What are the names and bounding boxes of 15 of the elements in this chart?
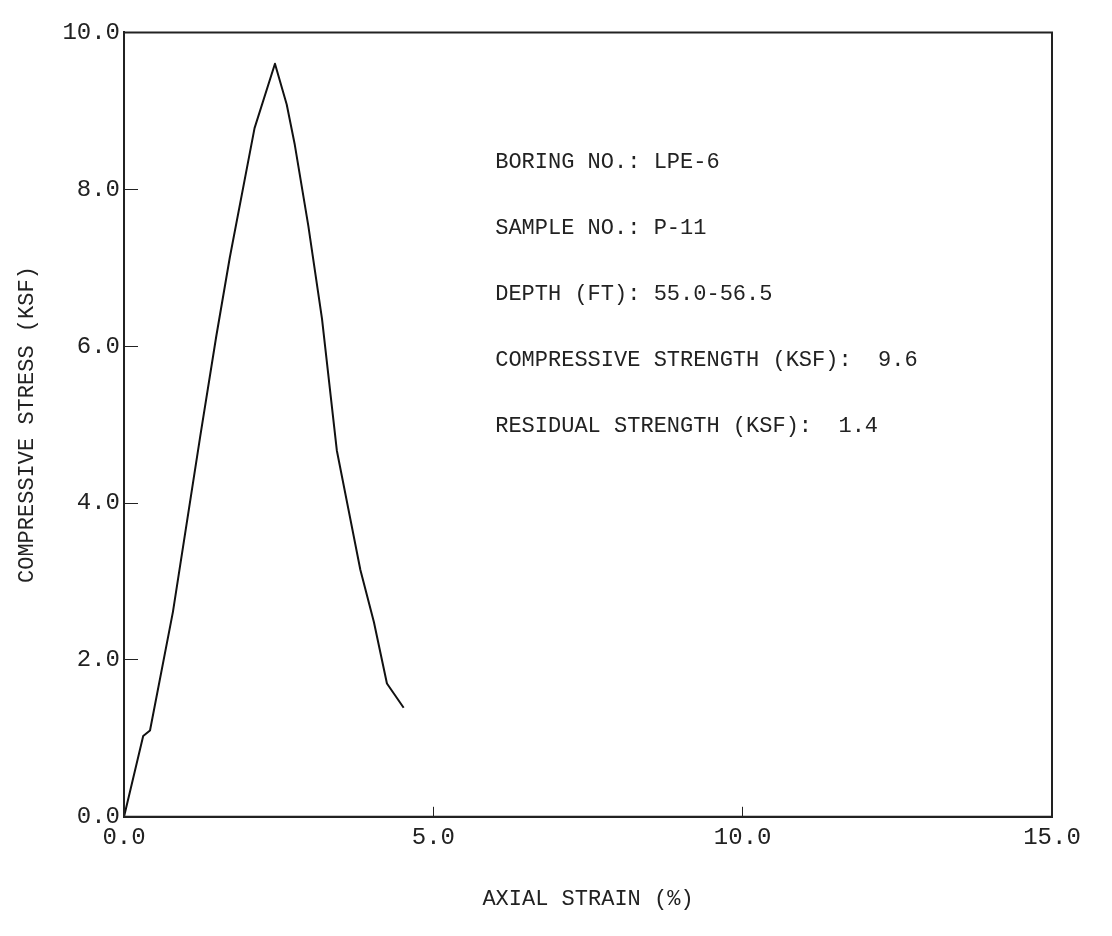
y-tick-label: 6.0 <box>76 332 121 360</box>
annotation: SAMPLE NO.: P-11 <box>495 215 707 241</box>
x-axis-title: AXIAL STRAIN (%) <box>482 886 694 912</box>
x-tick-label: 5.0 <box>411 823 455 851</box>
y-axis-title: COMPRESSIVE STRESS (KSF) <box>15 266 41 584</box>
y-tick-label: 4.0 <box>76 489 121 517</box>
x-tick-label: 10.0 <box>713 823 772 851</box>
y-tick-label: 8.0 <box>76 175 121 203</box>
x-tick-label: 15.0 <box>1023 823 1081 851</box>
annotation: DEPTH (FT): 55.0-56.5 <box>495 281 773 307</box>
y-tick-label: 2.0 <box>76 646 121 674</box>
annotation: COMPRESSIVE STRENGTH (KSF): 9.6 <box>495 348 918 374</box>
annotation: RESIDUAL STRENGTH (KSF): 1.4 <box>495 414 879 440</box>
y-tick-label: 10.0 <box>62 18 121 46</box>
annotation: BORING NO.: LPE-6 <box>495 149 720 175</box>
